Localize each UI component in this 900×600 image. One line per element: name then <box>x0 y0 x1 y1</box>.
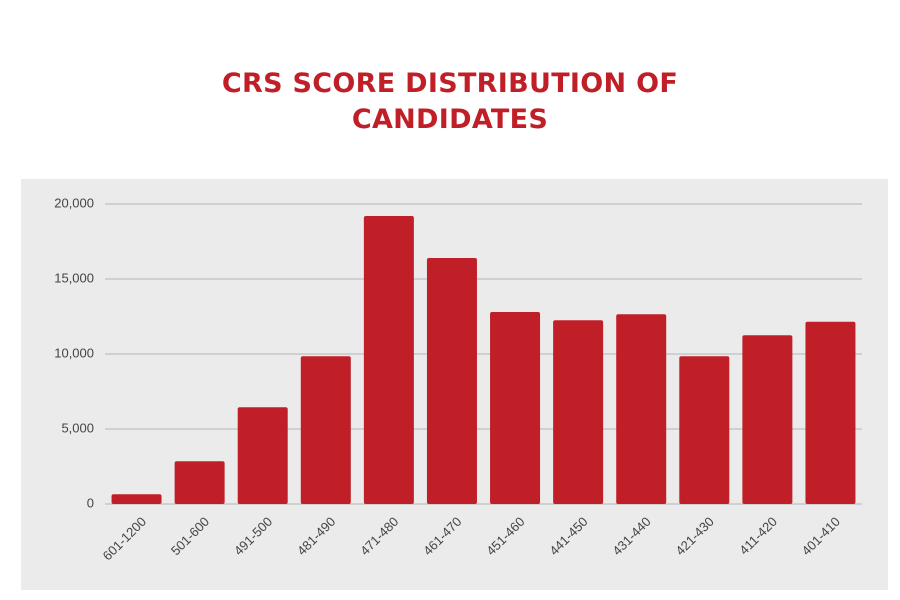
bar <box>363 216 414 504</box>
bar <box>300 356 351 504</box>
y-tick-label: 20,000 <box>54 195 94 210</box>
bar <box>679 356 730 504</box>
chart-title: CRS SCORE DISTRIBUTION OF CANDIDATES <box>221 68 679 135</box>
y-tick-label: 10,000 <box>54 345 94 360</box>
bar <box>174 461 225 504</box>
y-tick-label: 0 <box>87 495 94 510</box>
bar <box>616 314 667 504</box>
bar <box>805 321 856 504</box>
bar <box>237 407 288 504</box>
bar <box>742 335 793 504</box>
bar <box>111 494 162 504</box>
y-tick-label: 5,000 <box>61 420 94 435</box>
bar <box>553 320 604 504</box>
bar <box>426 258 477 504</box>
y-tick-label: 15,000 <box>54 270 94 285</box>
bar <box>490 312 541 504</box>
